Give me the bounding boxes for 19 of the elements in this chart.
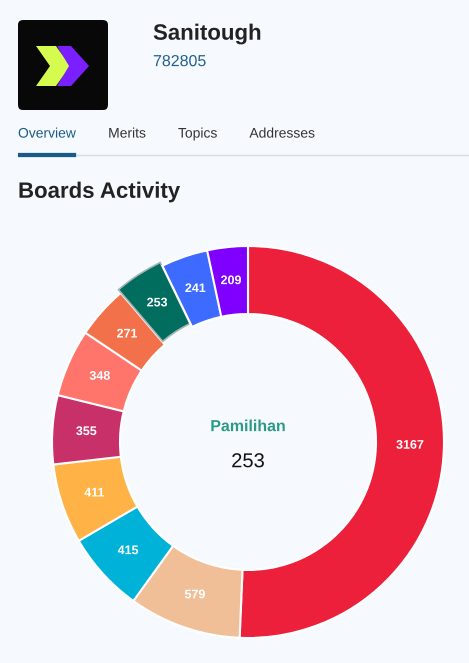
data-label: 271 [117,328,138,338]
data-label: 209 [221,275,241,284]
text: Pamilihan [211,420,285,432]
chart-title: Boards Activity [19,182,180,202]
text: Merits [109,128,146,138]
text: Topics [178,128,217,140]
data-label: 3167 [396,440,424,449]
data-label: 355 [76,426,96,436]
data-label: 253 [147,298,168,307]
text: Sanitough [154,24,260,44]
data-label: 579 [184,590,205,598]
text: Overview [18,128,76,138]
text: 782805 [154,54,206,66]
text: 253 [232,453,264,468]
data-label: 241 [185,283,206,292]
data-label: 415 [118,546,138,554]
text: Addresses [249,128,314,138]
data-label: 411 [84,488,104,496]
data-label: 348 [90,370,110,380]
